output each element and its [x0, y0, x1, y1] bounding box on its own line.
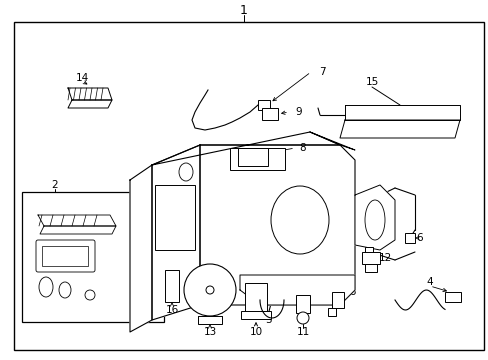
Bar: [444, 292, 460, 302]
Polygon shape: [339, 120, 459, 138]
Bar: [404, 233, 414, 243]
Bar: [262, 108, 278, 120]
Ellipse shape: [59, 282, 71, 298]
Polygon shape: [68, 88, 112, 100]
Circle shape: [296, 312, 308, 324]
Polygon shape: [152, 145, 200, 320]
Text: 13: 13: [203, 327, 216, 337]
Text: 8: 8: [299, 143, 305, 153]
Text: 1: 1: [240, 4, 247, 17]
Text: 15: 15: [365, 77, 378, 87]
Polygon shape: [68, 100, 112, 108]
Polygon shape: [40, 226, 116, 234]
Bar: [364, 264, 376, 272]
Bar: [198, 316, 222, 324]
Circle shape: [183, 264, 236, 316]
Text: 9: 9: [295, 107, 302, 117]
Polygon shape: [354, 185, 394, 250]
Text: 16: 16: [165, 305, 178, 315]
Text: 4: 4: [426, 277, 432, 287]
Bar: [295, 295, 309, 313]
Text: 14: 14: [75, 73, 88, 83]
Bar: [164, 270, 179, 302]
Ellipse shape: [270, 186, 328, 254]
Text: 2: 2: [52, 180, 58, 190]
Ellipse shape: [179, 163, 193, 181]
Bar: [327, 308, 335, 316]
Polygon shape: [240, 275, 354, 305]
Polygon shape: [200, 145, 354, 305]
Text: 12: 12: [378, 253, 391, 263]
Polygon shape: [130, 165, 152, 332]
Text: 5: 5: [348, 287, 355, 297]
Polygon shape: [152, 132, 339, 165]
Text: 7: 7: [318, 67, 325, 77]
Ellipse shape: [39, 277, 53, 297]
Polygon shape: [38, 215, 116, 226]
Ellipse shape: [364, 200, 384, 240]
Bar: [42, 246, 88, 266]
Text: 10: 10: [249, 327, 262, 337]
Bar: [361, 252, 379, 264]
Bar: [155, 185, 195, 250]
FancyBboxPatch shape: [36, 240, 95, 272]
Polygon shape: [345, 105, 459, 120]
Bar: [22, 192, 163, 322]
Bar: [364, 247, 372, 255]
Text: 11: 11: [296, 327, 309, 337]
Bar: [238, 148, 267, 166]
Circle shape: [205, 286, 214, 294]
Text: 3: 3: [264, 315, 271, 325]
Bar: [258, 100, 269, 110]
Ellipse shape: [85, 290, 95, 300]
Bar: [229, 148, 285, 170]
Text: 6: 6: [416, 233, 423, 243]
Bar: [331, 292, 343, 308]
Bar: [241, 311, 270, 319]
Polygon shape: [309, 132, 354, 150]
Bar: [244, 283, 266, 311]
